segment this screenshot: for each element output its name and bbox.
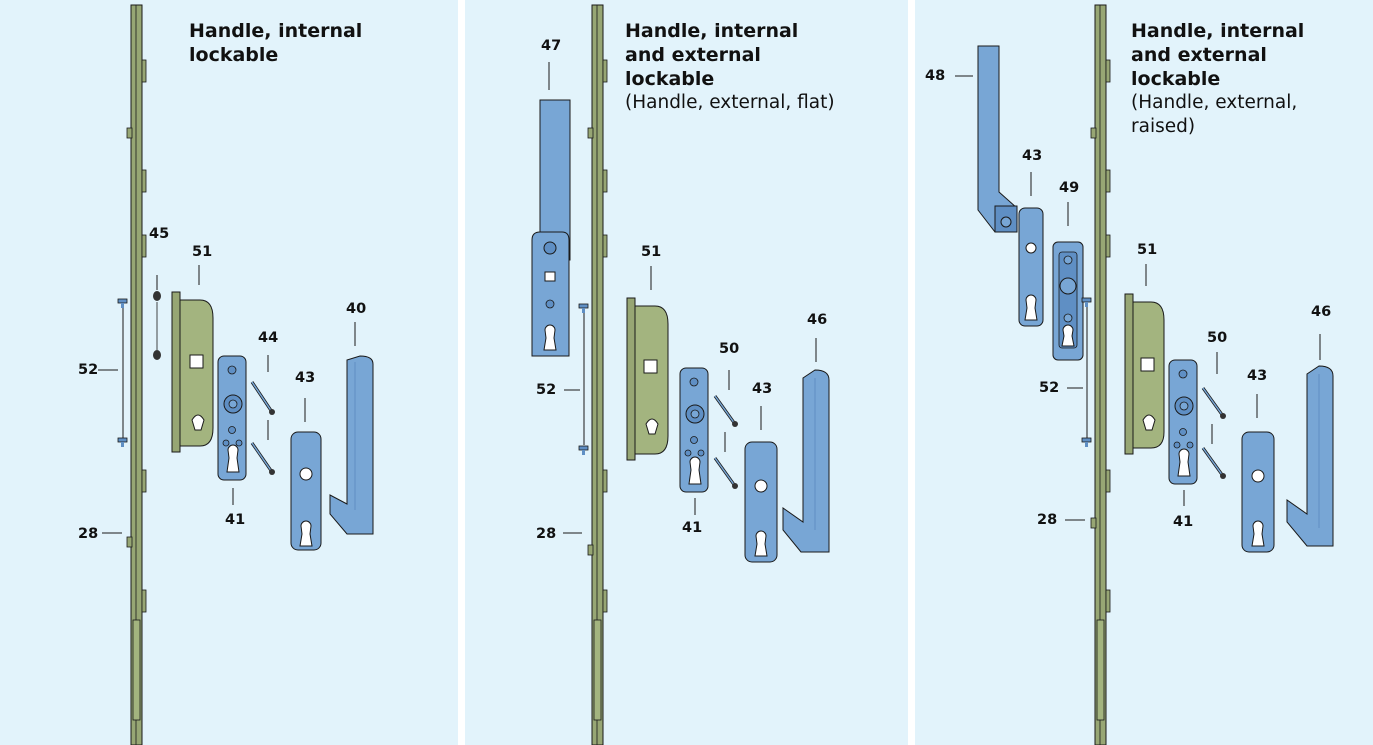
lever-handle-46 [782,338,830,553]
label-47: 47 [541,38,562,54]
exploded-view-diagram [531,4,830,745]
lever-handle-40 [329,322,374,535]
label-41: 41 [1173,514,1194,530]
label-50: 50 [719,341,740,357]
panel-subtitle: (Handle, external, flat) [625,92,835,113]
label-52: 52 [536,382,557,398]
external-flat-handle-47 [531,62,571,357]
fixing-bolts-50 [1201,352,1226,479]
inner-rose-41 [679,367,709,515]
lever-handle-46 [1286,334,1334,547]
inner-rose-41 [1168,359,1198,506]
label-45: 45 [149,226,170,242]
panel-subtitle: (Handle, external, raised) [1131,92,1298,137]
label-43: 43 [752,381,773,397]
label-50: 50 [1207,330,1228,346]
backplate-49 [1052,202,1084,361]
label-41: 41 [225,512,246,528]
label-41: 41 [682,520,703,536]
exploded-view-diagram [98,4,374,745]
panel-internal-lockable: Handle, internal lockable 45 51 40 44 52 … [0,0,458,745]
label-28: 28 [78,526,99,542]
label-51: 51 [1137,242,1158,258]
outer-rose-43-upper [1018,172,1044,327]
label-43-lower: 43 [1247,368,1268,384]
rail-faceplate [126,4,147,745]
panel-title: Handle, internal and external lockable [1131,20,1305,90]
screws-52 [1067,297,1092,447]
exploded-view-diagram [955,4,1334,745]
label-44: 44 [258,330,279,346]
rail-faceplate [1090,4,1111,745]
label-51: 51 [641,244,662,260]
screws-52 [564,303,589,455]
label-51: 51 [192,244,213,260]
gearbox-51 [171,265,214,453]
label-40: 40 [346,301,367,317]
label-46: 46 [1311,304,1332,320]
label-48: 48 [925,68,946,84]
inner-rose-41 [217,355,247,505]
outer-rose-43-lower [1241,394,1275,553]
panel-internal-external-flat: Handle, internal and external lockable (Ha… [465,0,908,745]
panel-title: Handle, internal and external lockable [625,20,799,90]
outer-rose-43 [744,406,778,563]
label-28: 28 [1037,512,1058,528]
grub-screws-45 [153,275,161,360]
panel-internal-external-raised: Handle, internal and external lockable (Ha… [915,0,1373,745]
panel-title: Handle, internal lockable [189,20,363,66]
screws-52 [98,298,128,447]
label-28: 28 [536,526,557,542]
fixing-bolts-44 [250,355,275,475]
label-43-upper: 43 [1022,148,1043,164]
label-49: 49 [1059,180,1080,196]
gearbox-51 [626,266,669,461]
label-52: 52 [78,362,99,378]
fixing-bolts-50 [713,370,738,489]
gearbox-51 [1124,264,1165,455]
label-43: 43 [295,370,316,386]
external-raised-handle-48 [955,45,1018,233]
label-46: 46 [807,312,828,328]
label-52: 52 [1039,380,1060,396]
rail-faceplate [587,4,608,745]
outer-rose-43 [290,398,322,551]
